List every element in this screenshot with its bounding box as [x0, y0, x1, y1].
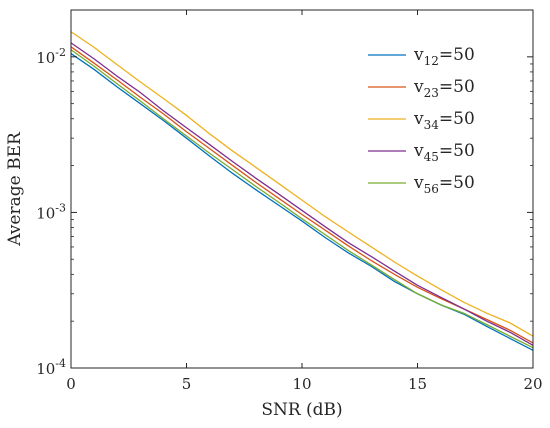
x-tick-label: 20 [523, 375, 542, 393]
legend-label: v45=50 [413, 141, 475, 164]
legend-entry-56: v56=50 [368, 173, 475, 196]
ticks-layer: 0 5 10 15 20 10-2 10-3 10-4 [36, 10, 543, 393]
legend-label: v12=50 [413, 45, 475, 68]
legend-entry-12: v12=50 [368, 45, 475, 68]
legend-label: v56=50 [413, 173, 475, 196]
x-tick-label: 5 [182, 375, 192, 393]
series-line-34 [70, 31, 534, 337]
legend-label: v34=50 [413, 109, 475, 132]
x-tick-label: 10 [292, 375, 311, 393]
legend-label: v23=50 [413, 77, 475, 100]
legend-entry-45: v45=50 [368, 141, 475, 164]
series-line-56 [70, 49, 534, 349]
y-tick-label: 10-2 [36, 46, 66, 67]
legend-entry-34: v34=50 [368, 109, 475, 132]
y-tick-label: 10-4 [36, 357, 66, 378]
x-tick-label: 15 [408, 375, 427, 393]
plot-background [71, 10, 533, 368]
legend: v12=50 v23=50 v34=50 v45=50 v56=50 [368, 45, 475, 196]
y-axis-title: Average BER [5, 131, 25, 247]
legend-entry-23: v23=50 [368, 77, 475, 100]
x-tick-label: 0 [66, 375, 76, 393]
series-line-45 [70, 42, 534, 346]
series-layer [70, 31, 534, 351]
y-tick-label: 10-3 [36, 201, 66, 222]
plot-frame [70, 9, 534, 369]
x-axis-title: SNR (dB) [261, 400, 342, 420]
